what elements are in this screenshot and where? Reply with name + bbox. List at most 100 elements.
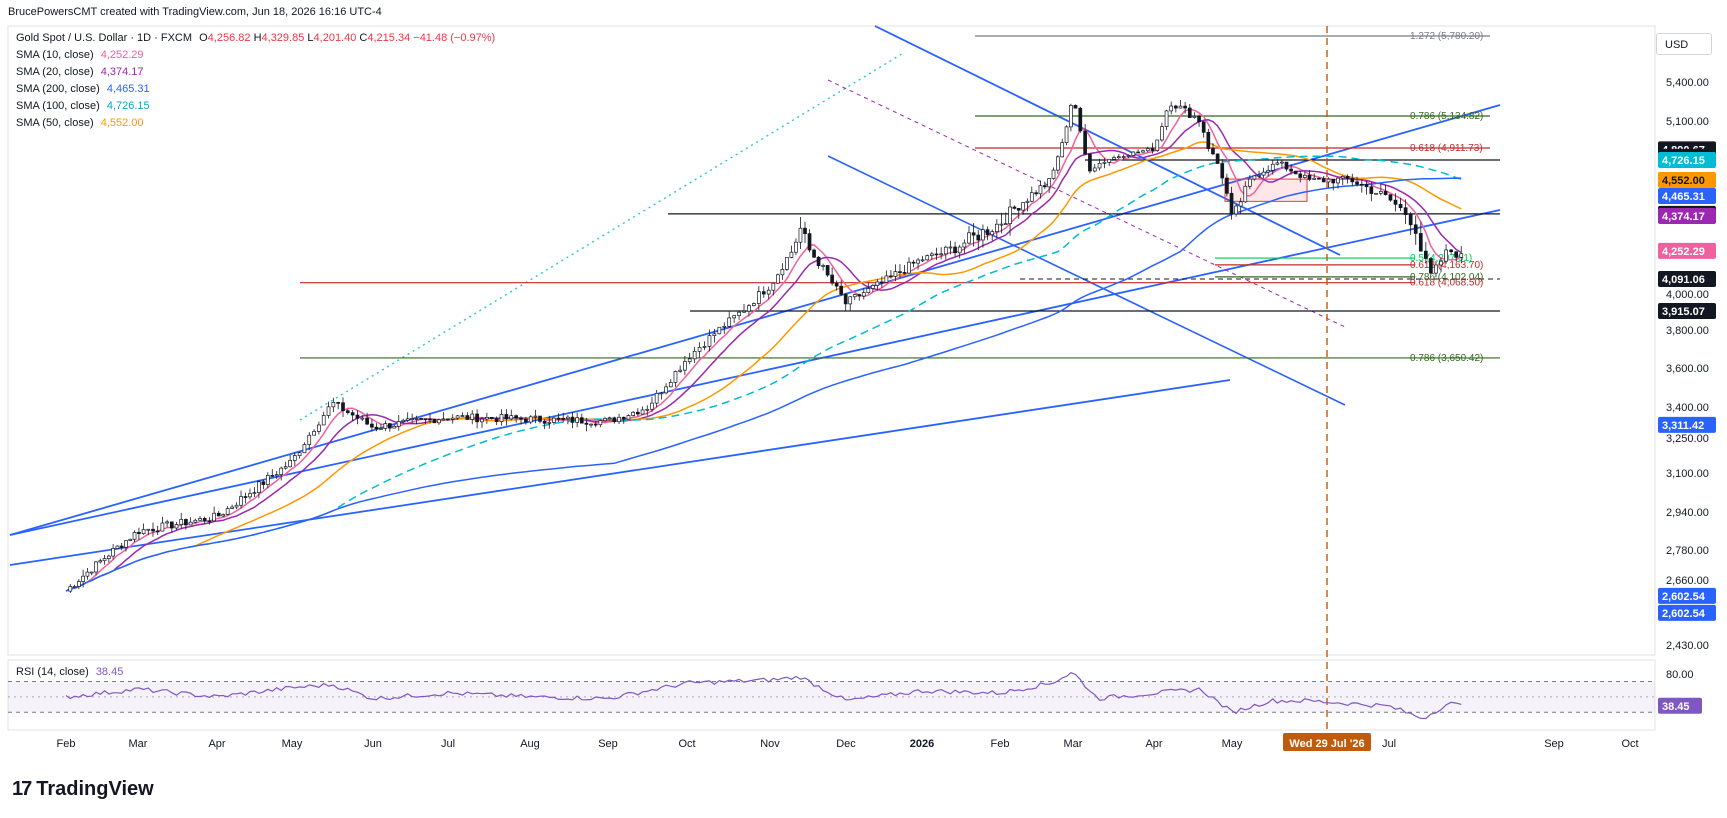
candle-body [151,528,155,532]
candle-body [160,522,165,532]
candle-body [437,419,441,424]
candle-body [111,548,115,557]
candle-body [575,417,580,423]
candle-body [668,382,673,388]
candle-body [1069,105,1073,128]
time-axis-tick: Feb [57,738,76,750]
candles-group [68,99,1464,593]
candle-body [1092,167,1097,172]
price-label-text: 4,465.31 [1662,191,1705,203]
candle-body [683,361,687,371]
candle-body [207,520,212,523]
time-axis-tick: Sep [598,738,618,750]
currency-button[interactable]: USD [1656,33,1712,55]
price-axis-tick: 5,400.00 [1666,77,1709,89]
time-cursor-tag-bg [1283,733,1371,751]
candle-body [1374,192,1378,195]
price-label-bg [1658,270,1716,287]
candle-body [1388,194,1393,201]
time-axis-tick: Mar [1064,738,1083,750]
candle-body [1183,105,1187,109]
price-label-bg [1658,187,1716,204]
tradingview-logo-icon: 17 [12,778,32,800]
candle-body [1016,208,1021,211]
candle-body [1211,148,1215,155]
candle-body [1252,175,1257,180]
candle-body [387,423,392,429]
candle-body [702,346,707,348]
candle-body [803,227,807,234]
candle-body [579,417,584,424]
time-axis-tick: Apr [1145,738,1162,750]
indicator-row[interactable]: SMA (50, close) 4,552.00 [16,115,495,132]
candle-body [848,296,853,305]
rsi-label[interactable]: RSI (14, close) [16,666,89,678]
sma200-overlay [9,379,1231,566]
time-axis-tick: Oct [678,738,695,750]
candle-body [957,246,962,254]
indicator-row[interactable]: SMA (10, close) 4,252.29 [16,47,495,64]
ohlc-close: 4,215.34 [367,32,411,44]
time-axis-tick: Apr [208,738,225,750]
rsi-value-tag-bg [1658,697,1702,714]
candle-body [1393,199,1398,205]
candle-body [1459,253,1464,258]
candle-body [1449,249,1453,253]
candle-body [174,524,179,529]
price-label-bg [1658,587,1716,604]
candle-body [360,417,365,420]
candle-body [1418,233,1423,252]
candle-body [1403,207,1408,215]
indicator-label: SMA (50, close) [16,117,94,129]
sma-200-line [65,177,1462,592]
indicator-row[interactable]: SMA (20, close) 4,374.17 [16,64,495,81]
fib-label: 0.618 (4,911.73) [1410,143,1483,154]
indicator-row[interactable]: SMA (100, close) 4,726.15 [16,98,495,115]
candle-body [302,444,307,454]
candle-body [1056,156,1060,171]
price-label-tag: 4,091.06 [1658,270,1716,287]
candle-body [1064,126,1069,143]
candle-body [312,431,316,436]
candle-body [727,317,732,327]
price-label-bg [1658,302,1716,319]
candle-body [279,467,284,475]
price-axis-tick: 3,100.00 [1666,468,1709,480]
candle-body [405,418,410,421]
indicator-label: SMA (20, close) [16,66,94,78]
indicator-row[interactable]: SMA (200, close) 4,465.31 [16,81,495,98]
candle-body [1116,156,1121,159]
candle-body [475,413,479,423]
candle-body [396,421,401,427]
candle-body [239,496,243,506]
candle-body [990,231,995,236]
candle-body [780,269,785,276]
price-label-text: 3,311.42 [1662,420,1704,432]
candle-body [930,253,934,256]
indicator-value: 4,465.31 [106,83,150,95]
candle-body [1345,176,1350,179]
candle-body [825,265,830,276]
candle-body [265,475,270,485]
fib-label: 0.786 (5,134.82) [1410,111,1483,122]
candle-body [489,417,494,420]
candle-body [943,246,948,255]
candle-body [659,392,664,395]
fib-label: 1.272 (5,780.20) [1410,31,1483,42]
candle-body [1136,151,1140,154]
indicator-value: 4,552.00 [100,117,144,129]
price-label-tag: 3,311.42 [1658,416,1716,433]
tradingview-brand[interactable]: 17 TradingView [12,778,154,801]
candle-body [857,294,862,297]
symbol-name[interactable]: Gold Spot / U.S. Dollar · 1D · FXCM [16,32,193,44]
candle-body [1206,131,1211,149]
candle-body [1434,264,1438,274]
candle-body [884,275,889,283]
price-axis-tick: 2,940.00 [1666,507,1709,519]
candle-body [326,406,331,416]
candle-body [1197,115,1201,123]
candle-body [450,417,455,420]
candle-body [1229,192,1234,215]
candle-body [1141,150,1145,153]
